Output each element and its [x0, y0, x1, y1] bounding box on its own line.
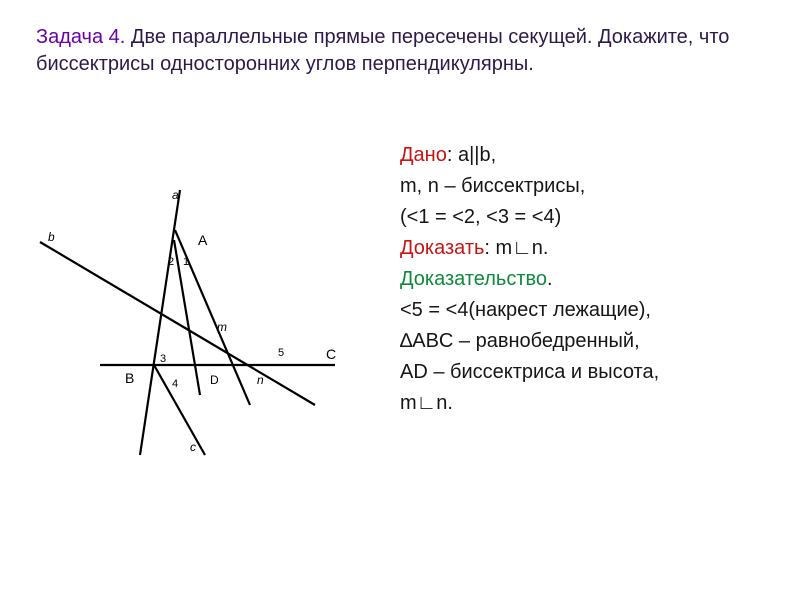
task-label: Задача 4.	[36, 26, 125, 48]
geometry-diagram: a b c m n A B C D 1 2 3 4 5	[30, 170, 360, 470]
angle-1: 1	[183, 256, 189, 268]
proof-step-6: ∆ABC – равнобедренный,	[400, 326, 770, 357]
proof-step-7: AD – биссектриса и высота,	[400, 357, 770, 388]
label-n: n	[257, 373, 264, 387]
angle-2: 2	[168, 256, 174, 268]
angle-5: 5	[278, 347, 284, 359]
given-text: : a||b,	[447, 144, 496, 166]
problem-title: Задача 4. Две параллельные прямые пересе…	[36, 24, 736, 78]
point-D: D	[210, 373, 219, 387]
label-m: m	[217, 320, 227, 334]
label-a: a	[172, 188, 179, 202]
task-text: Две параллельные прямые пересечены секущ…	[36, 26, 729, 75]
bisectors-line: m, n – биссектрисы,	[400, 171, 770, 202]
given-line: Дано: a||b,	[400, 140, 770, 171]
proof-step-8: m∟n.	[400, 388, 770, 419]
proof-block: Дано: a||b, m, n – биссектрисы, (<1 = <2…	[400, 140, 770, 419]
proof-step-5: <5 = <4(накрест лежащие),	[400, 295, 770, 326]
angle-3: 3	[160, 353, 166, 365]
prove-label: Доказать	[400, 237, 484, 259]
point-B: B	[125, 370, 134, 386]
page-root: Задача 4. Две параллельные прямые пересе…	[0, 0, 800, 600]
angles-line: (<1 = <2, <3 = <4)	[400, 202, 770, 233]
label-b: b	[48, 230, 55, 244]
proof-label-line: Доказательство.	[400, 264, 770, 295]
angle-4: 4	[172, 378, 178, 390]
label-c: c	[190, 440, 196, 454]
point-C: C	[326, 346, 336, 362]
proof-dot: .	[547, 268, 553, 290]
prove-line: Доказать: m∟n.	[400, 233, 770, 264]
proof-label: Доказательство	[400, 268, 547, 290]
given-label: Дано	[400, 144, 447, 166]
diagram-svg	[30, 170, 360, 470]
point-A: A	[198, 232, 207, 248]
prove-text: : m∟n.	[484, 237, 548, 259]
